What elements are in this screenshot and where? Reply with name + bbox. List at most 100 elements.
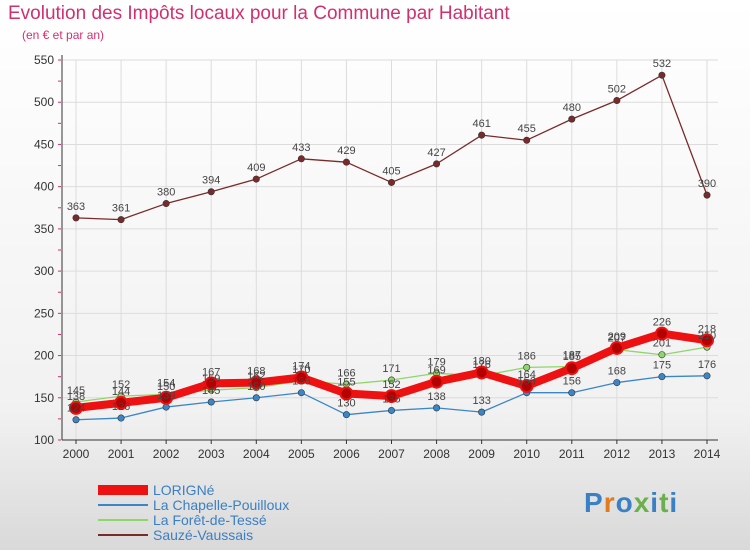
data-point [433,160,441,168]
data-point [117,216,125,224]
data-label: 433 [292,142,310,154]
data-point [658,71,666,79]
data-label: 394 [202,175,220,187]
data-point [342,411,350,419]
logo-letter: i [669,487,679,518]
data-point [387,178,395,186]
data-label: 156 [518,376,536,388]
data-label: 138 [427,391,445,403]
data-label: 169 [427,365,445,377]
chart-subtitle: (en € et par an) [22,28,105,42]
data-point [114,395,129,410]
x-tick-label: 2002 [153,447,180,461]
data-point [478,131,486,139]
x-tick-label: 2007 [378,447,405,461]
x-tick-label: 2011 [559,447,585,461]
data-label: 145 [67,385,85,397]
logo-letter: P [584,487,604,518]
data-label: 135 [382,393,400,405]
data-point [658,373,666,381]
y-tick-label: 500 [34,95,54,109]
data-point [69,400,83,415]
x-tick-label: 2005 [288,447,315,461]
data-label: 186 [518,350,536,362]
data-label: 156 [563,376,581,388]
data-label: 390 [698,178,716,190]
data-label: 154 [157,377,175,389]
x-tick-label: 2012 [604,447,631,461]
data-label: 480 [563,102,581,114]
data-point [162,403,170,411]
data-label: 363 [67,201,85,213]
data-point [478,408,486,416]
data-label: 156 [292,376,310,388]
data-label: 130 [337,398,355,410]
data-label: 133 [472,395,490,407]
data-point [703,191,711,199]
data-label: 166 [337,367,355,379]
data-label: 164 [518,369,536,381]
y-tick-label: 400 [34,180,54,194]
x-tick-label: 2001 [108,447,135,461]
data-point [433,404,441,412]
y-tick-label: 200 [34,349,54,363]
y-tick-label: 450 [34,137,54,151]
data-label: 145 [202,385,220,397]
y-tick-label: 550 [34,53,54,67]
y-tick-label: 250 [34,306,54,320]
data-point [72,416,80,424]
data-point [429,374,444,389]
data-point [474,365,489,380]
data-label: 409 [247,162,265,174]
x-tick-label: 2006 [333,447,360,461]
data-label: 207 [608,333,626,345]
data-label: 168 [247,366,265,378]
x-tick-label: 2008 [423,447,450,461]
data-point [294,370,309,385]
logo-letter: r [603,487,616,518]
data-point [609,340,624,355]
data-label: 124 [67,403,85,415]
data-label: 455 [518,123,536,135]
legend-label: LORIGNé [153,482,215,498]
data-label: 179 [427,356,445,368]
data-point [72,214,80,222]
data-point [568,115,576,123]
y-tick-label: 100 [34,433,54,447]
data-label: 226 [653,317,671,329]
chart-title: Evolution des Impôts locaux pour la Comm… [8,3,510,24]
data-point [207,398,215,406]
y-tick-label: 350 [34,222,54,236]
data-point [249,375,264,390]
data-point [654,326,669,341]
data-label: 155 [337,377,355,389]
x-tick-label: 2003 [198,447,225,461]
data-label: 380 [157,187,175,199]
data-label: 176 [698,359,716,371]
data-label: 405 [382,165,400,177]
data-label: 429 [337,145,355,157]
legend-swatch [98,534,148,536]
data-point [703,372,711,380]
data-point [387,376,395,384]
data-label: 361 [112,203,130,215]
data-point [613,379,621,387]
data-label: 174 [292,361,310,373]
logo-letter: t [659,487,670,518]
data-label: 209 [608,331,626,343]
data-label: 461 [472,118,490,130]
data-label: 162 [247,371,265,383]
data-point [339,386,354,401]
data-point [568,389,576,397]
data-label: 139 [157,390,175,402]
data-point [297,389,305,397]
data-label: 171 [382,363,400,375]
data-label: 532 [653,58,671,70]
data-label: 175 [653,360,671,372]
data-label: 152 [112,379,130,391]
data-point [162,200,170,208]
data-point [384,389,399,404]
x-tick-label: 2013 [649,447,676,461]
